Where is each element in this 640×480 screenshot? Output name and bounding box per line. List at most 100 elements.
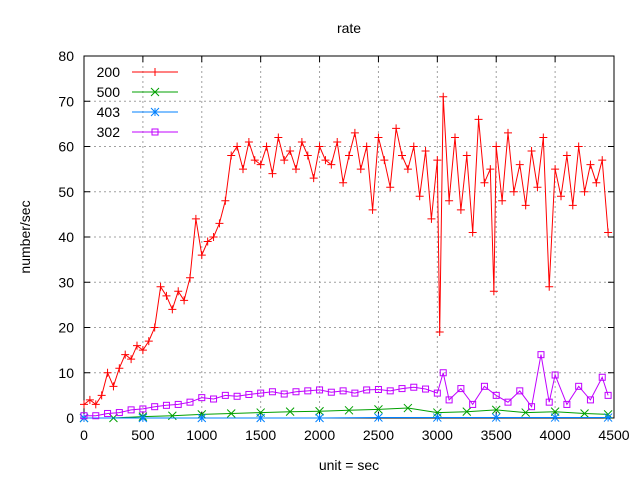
data-point: [521, 201, 530, 210]
data-point: [186, 398, 194, 406]
data-point: [580, 409, 589, 418]
data-point: [362, 142, 371, 151]
data-point: [226, 409, 236, 418]
data-point: [598, 373, 606, 381]
data-point: [386, 387, 394, 395]
data-point: [316, 386, 324, 394]
series-403: [79, 413, 613, 423]
data-point: [380, 156, 389, 165]
data-point: [256, 160, 265, 169]
data-point: [233, 392, 241, 400]
data-point: [557, 192, 565, 201]
data-point: [297, 137, 306, 146]
y-tick-label: 0: [66, 410, 74, 426]
data-point: [327, 160, 336, 169]
data-point: [304, 387, 312, 395]
data-point: [91, 400, 100, 409]
data-point: [598, 156, 607, 165]
data-point: [109, 382, 118, 391]
series-line-302: [84, 354, 609, 417]
data-point: [374, 405, 383, 414]
y-tick-label: 40: [58, 229, 74, 245]
data-point: [368, 205, 377, 214]
data-point: [586, 396, 594, 404]
data-point: [469, 400, 477, 408]
data-point: [127, 355, 136, 364]
data-point: [115, 409, 123, 417]
data-point: [539, 133, 548, 142]
data-point: [215, 219, 224, 228]
y-tick-label: 80: [58, 48, 74, 64]
data-point: [504, 398, 512, 406]
legend-label-200: 200: [97, 64, 121, 80]
data-point: [333, 137, 342, 146]
data-point: [409, 142, 418, 151]
data-point: [162, 401, 170, 409]
data-point: [303, 151, 312, 160]
data-point: [432, 413, 442, 422]
data-point: [568, 201, 577, 210]
data-point: [427, 214, 436, 223]
data-point: [435, 328, 444, 337]
x-tick-labels: 0 500 1000 1500 2000 2500 3000 3500 4000 4500: [80, 427, 630, 443]
y-tick-label: 50: [58, 184, 74, 200]
data-point: [144, 337, 153, 346]
y-tick-label: 10: [58, 365, 74, 381]
data-point: [221, 391, 229, 399]
data-point: [350, 128, 359, 137]
data-point: [138, 413, 148, 423]
data-point: [480, 382, 488, 390]
data-point: [262, 142, 271, 151]
data-point: [315, 142, 324, 151]
data-point: [221, 196, 230, 205]
data-point: [374, 385, 382, 393]
data-point: [586, 160, 595, 169]
legend-label-403: 403: [97, 104, 121, 120]
legend: 200 500 403 302: [97, 64, 178, 140]
series-500: [79, 403, 613, 423]
data-point: [244, 137, 253, 146]
data-point: [85, 395, 94, 404]
data-point: [439, 92, 448, 101]
data-point: [351, 389, 359, 397]
data-point: [468, 228, 477, 237]
x-axis-label: unit = sec: [319, 457, 379, 473]
data-point: [92, 412, 100, 420]
data-point: [268, 388, 276, 396]
data-point: [604, 391, 612, 399]
x-tick-label: 2000: [304, 427, 335, 443]
data-point: [575, 382, 583, 390]
data-point: [280, 156, 289, 165]
data-point: [462, 407, 472, 417]
series-302: [80, 351, 612, 420]
data-point: [398, 385, 406, 393]
data-point: [292, 388, 300, 396]
series-lines: [79, 92, 613, 423]
data-point: [433, 389, 441, 397]
series-line-200: [83, 96, 609, 406]
data-point: [227, 151, 236, 160]
data-point: [403, 165, 412, 174]
data-point: [285, 407, 295, 417]
data-point: [491, 413, 501, 422]
x-tick-label: 1000: [186, 427, 217, 443]
data-point: [489, 287, 498, 296]
data-point: [439, 369, 447, 377]
data-point: [492, 391, 500, 399]
data-point: [563, 400, 571, 408]
data-point: [256, 413, 266, 423]
data-point: [315, 413, 324, 423]
data-point: [474, 115, 483, 124]
x-tick-label: 500: [131, 427, 155, 443]
data-point: [545, 398, 553, 406]
x-tick-label: 3500: [481, 427, 512, 443]
chart-title: rate: [337, 20, 361, 36]
data-point: [280, 390, 288, 398]
grid-lines: [84, 56, 614, 418]
data-point: [509, 187, 518, 196]
data-point: [527, 147, 536, 156]
data-point: [150, 323, 159, 332]
legend-marker-403: [150, 107, 160, 117]
y-tick-label: 60: [58, 139, 74, 155]
